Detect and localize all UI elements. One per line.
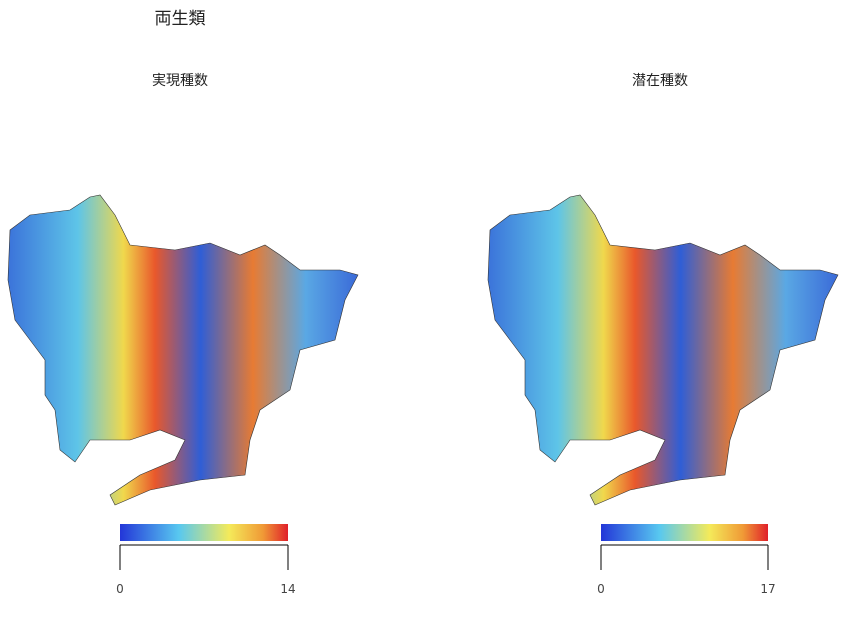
colorbar [601, 524, 768, 541]
panel-subtitle: 実現種数 [152, 73, 208, 89]
colorbar-label: 0 [116, 582, 124, 596]
colorbar-label: 14 [280, 582, 295, 596]
map [7, 194, 359, 506]
title: 両生類 [155, 9, 206, 29]
map [487, 194, 839, 506]
panel-subtitle: 潜在種数 [632, 73, 688, 89]
colorbar-label: 17 [760, 582, 775, 596]
colorbar [120, 524, 288, 541]
colorbar-label: 0 [597, 582, 605, 596]
